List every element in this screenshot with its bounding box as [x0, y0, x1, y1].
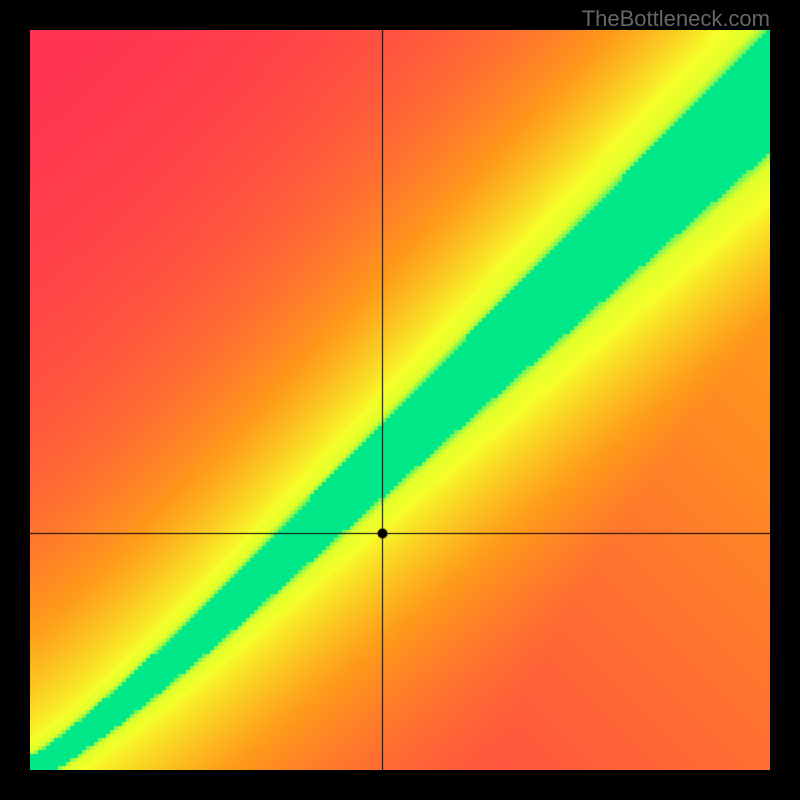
chart-container: TheBottleneck.com — [0, 0, 800, 800]
watermark-text: TheBottleneck.com — [582, 6, 770, 32]
bottleneck-heatmap — [30, 30, 770, 770]
